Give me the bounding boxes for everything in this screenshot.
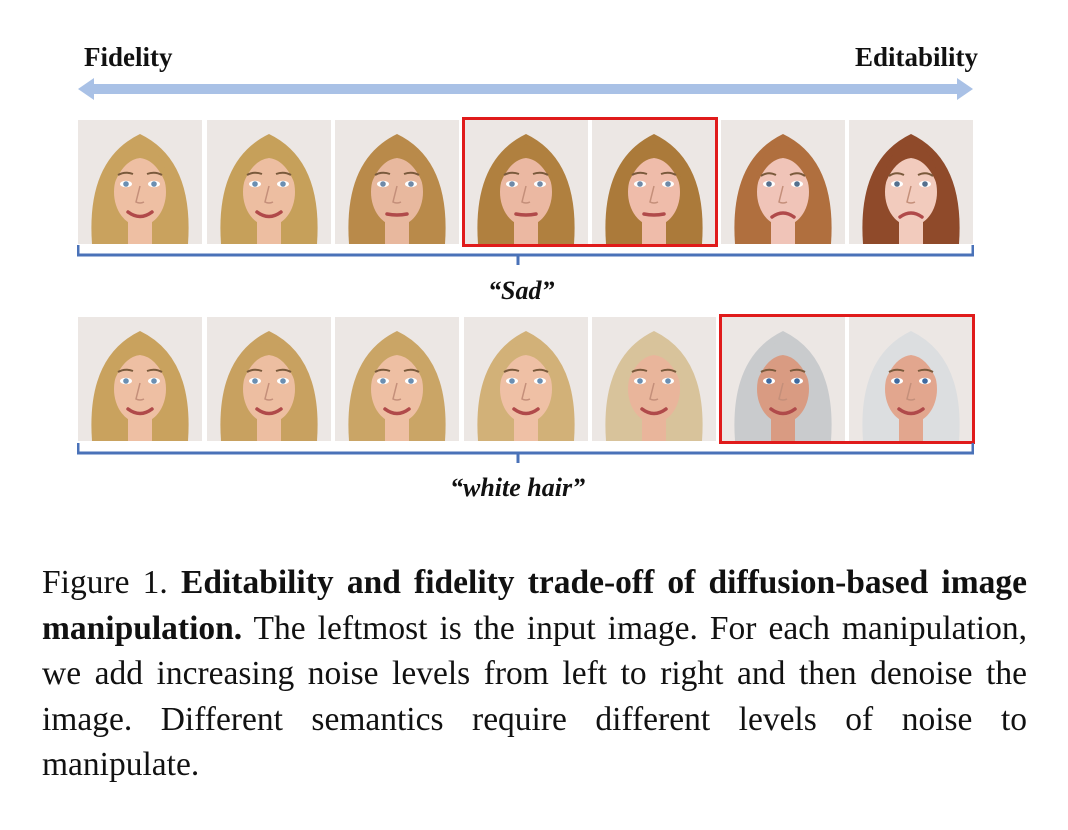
face-image	[592, 317, 716, 441]
face-image	[849, 120, 973, 244]
white-hair-prompt-label: “white hair”	[450, 473, 586, 502]
caption-title: Editability and fidelity trade-off of di…	[42, 564, 1027, 647]
double-arrow-icon	[78, 78, 973, 100]
face-image	[592, 120, 716, 244]
face-image	[78, 317, 202, 441]
face-image	[206, 317, 331, 441]
figure-caption: Figure 1. Editability and fidelity trade…	[42, 560, 1027, 788]
face-image	[335, 120, 459, 244]
face-image	[335, 317, 459, 441]
sad-prompt-label: “Sad”	[488, 276, 555, 305]
fidelity-editability-arrow	[78, 78, 973, 100]
white-hair-image-row	[78, 314, 975, 444]
highlight-box	[461, 117, 718, 247]
face-image	[849, 317, 973, 441]
face-image	[78, 120, 202, 244]
face-image	[463, 317, 588, 441]
fidelity-label: Fidelity	[84, 42, 173, 72]
highlight-box	[718, 314, 975, 444]
face-image	[720, 120, 845, 244]
face-image	[463, 120, 588, 244]
face-image	[206, 120, 331, 244]
white-hair-row-brace	[77, 443, 974, 463]
sad-image-row	[78, 117, 973, 247]
sad-row-brace	[77, 245, 974, 265]
editability-label: Editability	[854, 42, 978, 72]
caption-prefix: Figure 1.	[42, 564, 181, 601]
caption-body: The leftmost is the input image. For eac…	[42, 609, 1027, 784]
face-image	[720, 317, 845, 441]
